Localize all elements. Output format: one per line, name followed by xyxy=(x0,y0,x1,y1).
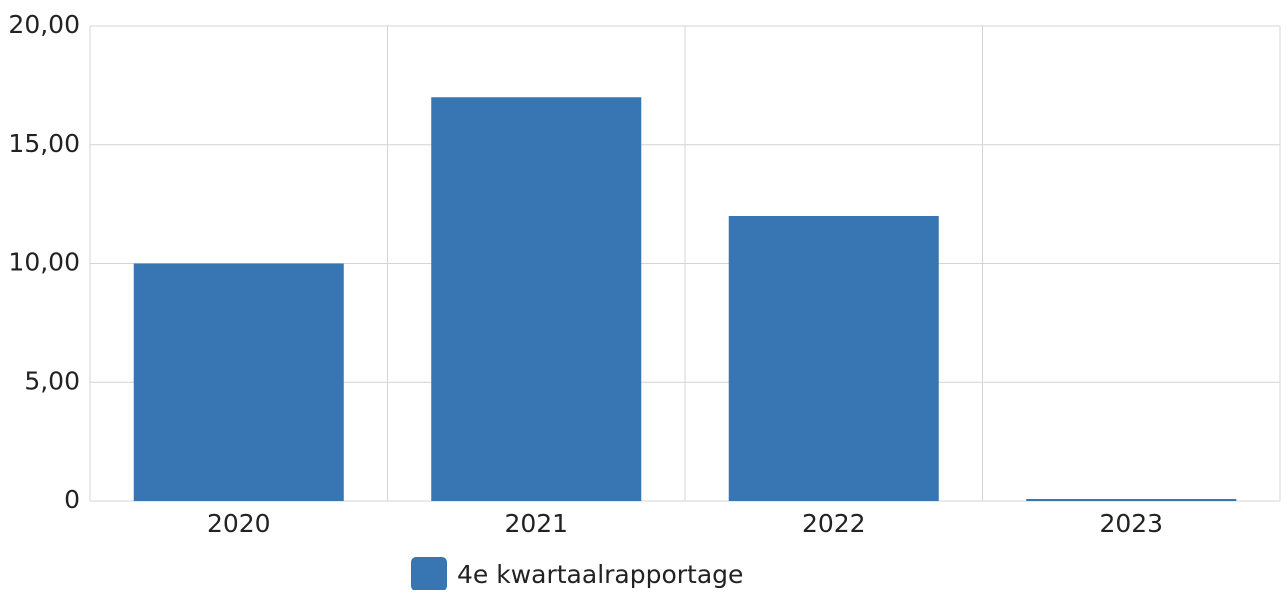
bar xyxy=(431,97,642,501)
x-tick-label: 2020 xyxy=(207,509,271,538)
y-tick-label: 10,00 xyxy=(8,248,80,277)
legend-swatch xyxy=(411,557,447,591)
y-tick-label: 5,00 xyxy=(24,366,80,395)
x-tick-label: 2023 xyxy=(1099,509,1163,538)
bar xyxy=(133,263,344,501)
y-tick-label: 15,00 xyxy=(8,129,80,158)
x-tick-label: 2021 xyxy=(504,509,568,538)
y-tick-label: 20,00 xyxy=(8,10,80,39)
bar xyxy=(728,216,939,501)
y-tick-label: 0 xyxy=(64,485,80,514)
legend-label: 4e kwartaalrapportage xyxy=(457,560,743,589)
x-tick-label: 2022 xyxy=(802,509,866,538)
bar xyxy=(1026,499,1237,501)
